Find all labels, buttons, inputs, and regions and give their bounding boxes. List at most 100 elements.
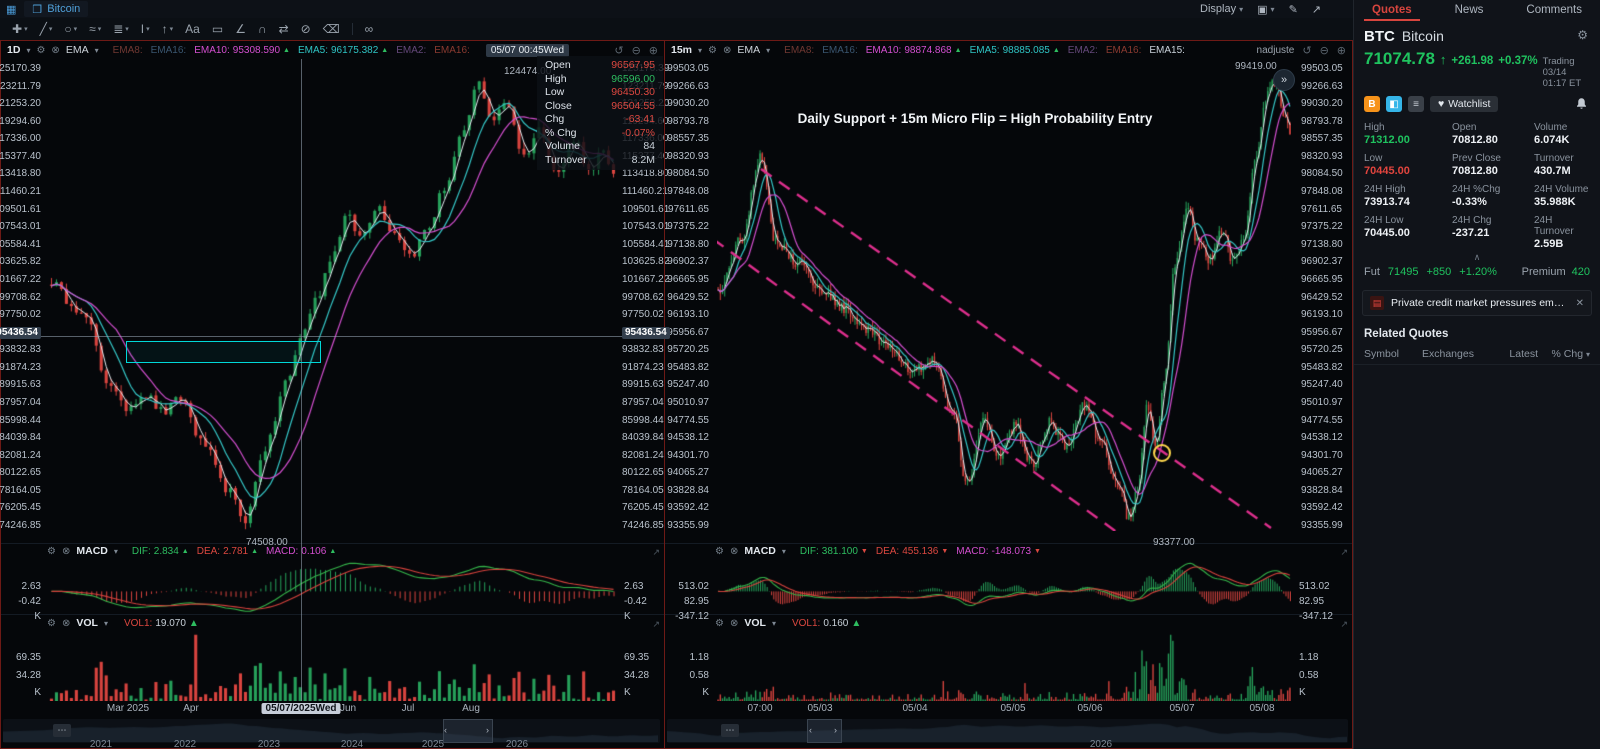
zoom-in-icon[interactable]: ⊕ xyxy=(1336,44,1346,57)
column-symbol[interactable]: Symbol xyxy=(1364,348,1400,360)
display-menu[interactable]: Display ▾ xyxy=(1200,3,1244,15)
navigator-range[interactable] xyxy=(807,719,842,743)
link-charts-tool[interactable]: ∞ xyxy=(364,22,374,36)
indicator-remove-icon[interactable]: ⊗ xyxy=(51,44,60,56)
sidebar-tab-quotes[interactable]: Quotes xyxy=(1364,2,1420,21)
y-axis-tick: 97375.22 xyxy=(1301,221,1343,233)
timeframe-selector[interactable]: 1D xyxy=(7,44,21,56)
gear-icon[interactable]: ⚙ xyxy=(1577,28,1588,42)
zoom-out-icon[interactable]: ⊖ xyxy=(631,44,641,57)
intraday-candlestick-chart[interactable] xyxy=(717,59,1291,531)
pane-expand-icon[interactable]: ↗ xyxy=(1340,547,1348,557)
macd-settings-icon[interactable]: ⚙ xyxy=(47,545,56,557)
adjustment-label[interactable]: nadjuste xyxy=(1256,44,1295,56)
document-tab-bitcoin[interactable]: ❒ Bitcoin xyxy=(24,1,89,17)
comment-tool[interactable]: ▭ xyxy=(211,22,224,36)
undo-icon[interactable]: ↺ xyxy=(614,44,624,57)
macd-close-icon[interactable]: ⊗ xyxy=(729,545,739,557)
column-latest[interactable]: Latest xyxy=(1509,348,1538,360)
chart-annotation-text[interactable]: Daily Support + 15m Micro Flip = High Pr… xyxy=(797,111,1153,126)
wave-tool[interactable]: ≈ ▾ xyxy=(89,22,102,36)
daily-candlestick-chart[interactable] xyxy=(49,59,616,531)
navigator-more-button[interactable]: ⋯ xyxy=(53,724,71,737)
macd-chart[interactable] xyxy=(717,559,1291,613)
shape-tool[interactable]: ○ ▾ xyxy=(64,22,78,36)
hide-drawings-tool[interactable]: ⊘ xyxy=(300,22,311,36)
arrow-tool[interactable]: ↑ ▾ xyxy=(161,22,174,36)
sidebar-tab-news[interactable]: News xyxy=(1454,4,1484,16)
indicator-value: DEA: 455.136 ▼ xyxy=(876,546,948,557)
column-exchanges[interactable]: Exchanges xyxy=(1422,348,1474,360)
alert-bell-icon[interactable] xyxy=(1575,97,1588,113)
zoom-out-icon[interactable]: ⊖ xyxy=(1319,44,1329,57)
indicator-settings-icon[interactable]: ⚙ xyxy=(36,44,46,56)
indicator-label: DEA: xyxy=(875,545,900,557)
column-pct-chg[interactable]: % Chg ▾ xyxy=(1551,348,1590,360)
ma-group-label[interactable]: EMA xyxy=(65,44,89,56)
macd-chart[interactable] xyxy=(49,559,616,613)
pane-expand-icon[interactable]: ↗ xyxy=(1340,619,1348,629)
support-zone-drawing[interactable] xyxy=(126,341,321,363)
sidebar-tab-comments[interactable]: Comments xyxy=(1526,4,1582,16)
range-right-handle[interactable]: › xyxy=(486,725,489,735)
volume-chart[interactable] xyxy=(717,629,1291,701)
navigator-range[interactable] xyxy=(443,719,493,743)
layout-menu[interactable]: ▣ ▾ xyxy=(1257,3,1275,16)
indicator-number: 98885.085 xyxy=(1002,44,1050,56)
angle-tool[interactable]: ∠ xyxy=(235,22,246,36)
collapse-stats-chevron[interactable]: ∧ xyxy=(1473,252,1481,262)
timeline-navigator[interactable]: ⋯ ‹ › xyxy=(3,719,660,743)
indicator-value: EMA16: xyxy=(1106,45,1142,56)
range-left-handle[interactable]: ‹ xyxy=(809,725,812,735)
news-banner[interactable]: ▤ Private credit market pressures emerge… xyxy=(1362,290,1592,316)
pane-expand-icon[interactable]: ↗ xyxy=(652,547,660,557)
timeline-navigator[interactable]: ⋯ ‹ › xyxy=(667,719,1348,743)
draw-mode-icon[interactable]: ✎ xyxy=(1288,3,1298,16)
tooltip-label: Turnover xyxy=(545,153,587,166)
range-right-handle[interactable]: › xyxy=(834,725,837,735)
vol-title[interactable]: VOL xyxy=(744,617,766,629)
undo-icon[interactable]: ↺ xyxy=(1302,44,1312,57)
indicator-remove-icon[interactable]: ⊗ xyxy=(723,44,732,56)
delete-drawings-tool[interactable]: ⌫ xyxy=(322,22,340,36)
indicator-number: 455.136 xyxy=(902,545,939,557)
up-arrow-icon: ▲ xyxy=(1052,46,1060,54)
vol-settings-icon[interactable]: ⚙ xyxy=(715,617,724,629)
magnet-tool[interactable]: ∩ xyxy=(257,22,267,36)
tag-badge-icon[interactable]: ◧ xyxy=(1386,96,1402,112)
macd-title[interactable]: MACD xyxy=(744,545,776,557)
indicator-settings-icon[interactable]: ⚙ xyxy=(708,44,717,56)
fibonacci-tool[interactable]: ≣ ▾ xyxy=(113,22,129,36)
vol-close-icon[interactable]: ⊗ xyxy=(61,617,71,629)
volume-chart[interactable] xyxy=(49,629,616,701)
macd-close-icon[interactable]: ⊗ xyxy=(61,545,71,557)
position-line-tool[interactable]: I ▾ xyxy=(140,22,150,36)
pane-expand-icon[interactable]: ↗ xyxy=(652,619,660,629)
fullscreen-icon[interactable]: ↗ xyxy=(1311,3,1321,16)
pane-axis-label: -0.42 xyxy=(18,596,41,607)
navigator-more-button[interactable]: ⋯ xyxy=(721,724,739,737)
macd-title[interactable]: MACD xyxy=(76,545,108,557)
y-axis-tick: 113418.80 xyxy=(622,168,669,180)
zoom-in-icon[interactable]: ⊕ xyxy=(648,44,658,57)
apps-grid-icon[interactable]: ▦ xyxy=(6,3,17,16)
mirror-tool[interactable]: ⇄ xyxy=(278,22,289,36)
y-axis-tick: 94065.27 xyxy=(667,467,709,479)
collapse-sidebar-button[interactable]: » xyxy=(1273,69,1295,91)
timeframe-selector[interactable]: 15m xyxy=(671,44,693,56)
vol-title[interactable]: VOL xyxy=(76,617,98,629)
news-headline[interactable]: Private credit market pressures emerge: … xyxy=(1391,297,1569,309)
notes-badge-icon[interactable]: ≡ xyxy=(1408,96,1424,112)
macd-settings-icon[interactable]: ⚙ xyxy=(715,545,724,557)
close-icon[interactable]: ✕ xyxy=(1575,297,1584,309)
trendline-tool[interactable]: ╱ ▾ xyxy=(39,22,53,36)
ma-group-label[interactable]: EMA xyxy=(737,44,761,56)
move-tool[interactable]: ✚ ▾ xyxy=(12,22,28,36)
vol-settings-icon[interactable]: ⚙ xyxy=(47,617,56,629)
vol-close-icon[interactable]: ⊗ xyxy=(729,617,739,629)
watchlist-button[interactable]: ♥ Watchlist xyxy=(1430,96,1499,112)
range-left-handle[interactable]: ‹ xyxy=(444,725,447,735)
text-tool[interactable]: Aa xyxy=(185,22,200,36)
tooltip-row: Close 96504.55 xyxy=(545,100,655,113)
pane-axis-label: -0.42 xyxy=(624,596,647,607)
